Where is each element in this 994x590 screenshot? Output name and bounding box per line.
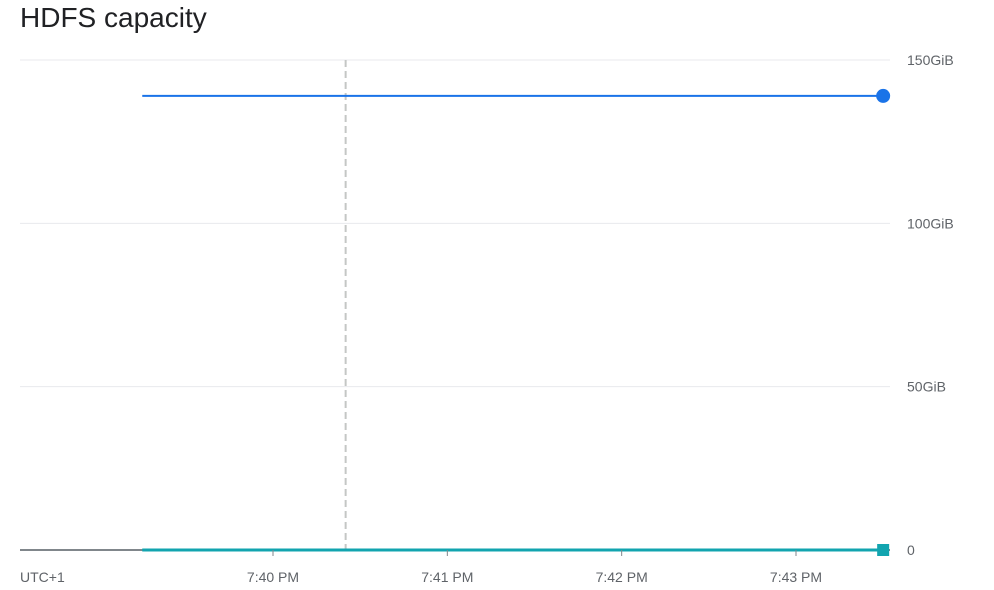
x-tick-label: 7:42 PM [596, 569, 648, 585]
series-layer [142, 88, 891, 556]
y-axis-ticks: 150GiB 100GiB 50GiB 0 [907, 52, 954, 558]
y-tick-label: 150GiB [907, 52, 954, 68]
grid-lines [20, 59, 890, 551]
chart-title: HDFS capacity [20, 2, 207, 33]
x-axis-ticks: UTC+1 7:40 PM 7:41 PM 7:42 PM 7:43 PM [20, 550, 822, 585]
x-tick-label: 7:40 PM [247, 569, 299, 585]
x-tick-label: 7:41 PM [421, 569, 473, 585]
y-tick-label: 50GiB [907, 379, 946, 395]
series-end-marker-2 [877, 544, 890, 556]
series-end-marker-1 [876, 88, 891, 103]
y-tick-label: 100GiB [907, 215, 954, 231]
y-tick-label: 0 [907, 542, 915, 558]
x-tick-label: 7:43 PM [770, 569, 822, 585]
timezone-label: UTC+1 [20, 569, 65, 585]
